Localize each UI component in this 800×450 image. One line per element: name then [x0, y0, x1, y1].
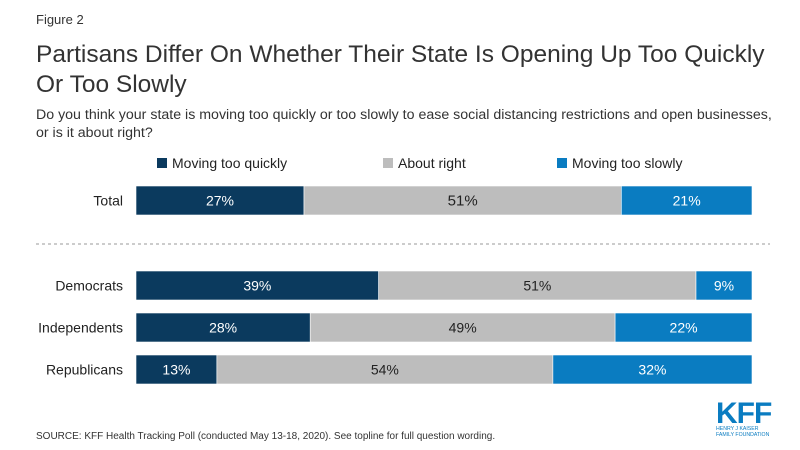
chart-subtitle: Do you think your state is moving too qu…: [36, 107, 772, 141]
bar-independents-moving-too-quickly: [135, 312, 311, 343]
kff-logo-line2: FAMILY FOUNDATION: [716, 432, 770, 438]
legend-swatch-moving-too-slowly: [557, 158, 567, 168]
category-label-republicans: Republicans: [46, 362, 123, 378]
data-label-republicans-moving-too-quickly: 13%: [162, 362, 190, 378]
chart-title: Partisans Differ On Whether Their State …: [36, 41, 765, 98]
bar-total-moving-too-quickly: [135, 185, 305, 216]
data-label-total-moving-too-quickly: 27%: [206, 193, 234, 209]
legend-label-moving-too-slowly: Moving too slowly: [572, 155, 683, 171]
bar-total-moving-too-slowly: [621, 185, 753, 216]
bar-independents-moving-too-slowly: [614, 312, 753, 343]
bar-republicans-about-right: [216, 354, 554, 385]
bar-group: Total 27% 51% 21% Democrats 39% 51% 9% Independe…: [38, 185, 753, 385]
figure-label: Figure 2: [36, 12, 84, 27]
category-label-independents: Independents: [38, 320, 123, 336]
data-label-total-moving-too-slowly: 21%: [673, 193, 701, 209]
bar-independents-about-right: [309, 312, 616, 343]
kff-logo: KFF HENRY J KAISER FAMILY FOUNDATION: [716, 397, 773, 438]
legend-item-moving-too-quickly: Moving too quickly: [157, 155, 287, 171]
data-label-independents-about-right: 49%: [449, 320, 477, 336]
legend-label-about-right: About right: [398, 155, 466, 171]
legend-label-moving-too-quickly: Moving too quickly: [172, 155, 288, 171]
data-label-democrats-about-right: 51%: [523, 278, 551, 294]
bar-total-about-right: [303, 185, 622, 216]
kff-logo-text: KFF: [716, 397, 772, 430]
bar-republicans-moving-too-quickly: [135, 354, 218, 385]
kff-logo-line1: HENRY J KAISER: [716, 426, 759, 432]
bar-republicans-moving-too-slowly: [552, 354, 753, 385]
legend-item-moving-too-slowly: Moving too slowly: [557, 155, 683, 171]
data-label-independents-moving-too-quickly: 28%: [209, 320, 237, 336]
data-label-independents-moving-too-slowly: 22%: [670, 320, 698, 336]
legend-swatch-about-right: [383, 158, 393, 168]
data-label-democrats-moving-too-quickly: 39%: [243, 278, 271, 294]
category-label-total: Total: [93, 193, 123, 209]
category-label-democrats: Democrats: [55, 278, 123, 294]
source-note: SOURCE: KFF Health Tracking Poll (conduc…: [36, 431, 496, 442]
data-label-democrats-moving-too-slowly: 9%: [714, 278, 734, 294]
legend-swatch-moving-too-quickly: [157, 158, 167, 168]
data-label-republicans-about-right: 54%: [371, 362, 399, 378]
bar-democrats-moving-too-slowly: [695, 270, 753, 301]
legend-item-about-right: About right: [383, 155, 466, 171]
data-label-total-about-right: 51%: [448, 193, 478, 210]
data-label-republicans-moving-too-slowly: 32%: [638, 362, 666, 378]
